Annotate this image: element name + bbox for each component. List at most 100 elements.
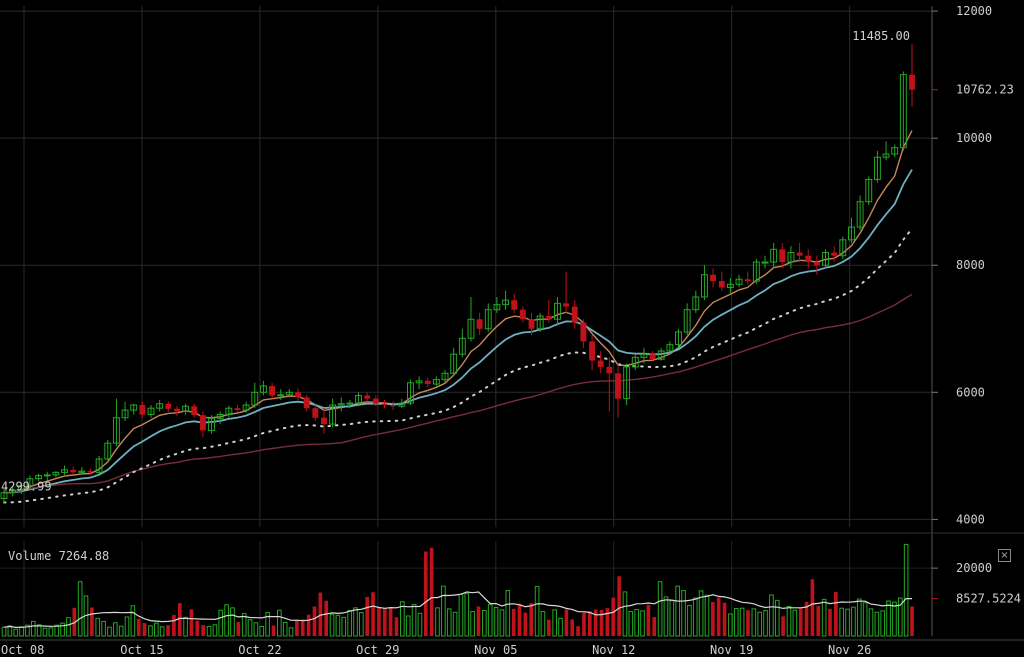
volume-bar [417,612,423,637]
volume-bar [371,592,375,636]
candle-body [580,322,587,342]
volume-bar [324,600,329,636]
volume-value: 7264.88 [58,549,110,563]
volume-bar [25,624,30,637]
candle [831,246,838,263]
candle [787,246,795,269]
candle [225,405,233,418]
candle [139,401,146,418]
volume-bar [183,616,188,637]
volume-bar [206,626,212,637]
volume-bar [72,607,77,636]
candle [432,376,440,386]
volume-bar [458,593,464,637]
candle [191,403,198,418]
candle-body [35,475,43,480]
volume-bar [692,597,698,637]
volume-bar [798,607,803,636]
volume-bar [429,547,434,636]
candle [0,488,8,504]
volume-bar [511,608,516,636]
volume-bar [446,608,452,637]
volume-bar [236,622,241,636]
candle [744,271,751,285]
volume-bar [77,581,83,637]
candle [735,274,743,288]
volume-average-label: 8527.5224 [956,592,1021,606]
candle [615,363,621,418]
volume-bar [816,605,821,636]
candle-body [839,239,847,257]
candle-body [692,296,700,311]
candle [476,312,483,336]
volume-bar [464,593,470,637]
volume-bar [405,615,411,637]
volume-bar [54,624,60,637]
candle-body [70,469,77,473]
candle-body [528,319,535,329]
volume-bar [189,609,194,636]
candle-body [666,344,674,352]
candle [909,43,915,107]
candle-body [606,366,613,374]
candle-body [0,492,8,499]
candle [726,277,734,294]
candle [346,399,354,409]
volume-bar [558,617,563,637]
candle-body [364,395,371,399]
volume-bar [90,607,94,636]
volume-bar [265,612,270,637]
candle-body [346,402,354,405]
candle-body [398,402,406,407]
volume-bar [874,611,880,637]
volume-bar [148,625,153,637]
candle-body [61,469,68,473]
candle [718,271,725,291]
volume-bar [781,616,785,636]
last-price-label: 10762.23 [956,83,1014,97]
candle-body [899,74,907,149]
volume-bar [622,591,628,637]
volume-bar [212,624,218,637]
volume-bar [166,625,170,636]
volume-bar [60,622,65,637]
volume-bar [505,590,511,637]
candle [813,255,820,275]
volume-bar [435,607,440,637]
volume-bar [880,610,886,637]
candle [87,468,94,475]
volume-bar [224,604,229,637]
volume-bar [318,592,323,636]
candle [493,296,501,313]
price-tick-label: 4000 [956,512,985,526]
candle-body [571,306,578,323]
candle-body [295,392,301,398]
volume-bar [271,625,276,636]
ema-slow-line [3,293,913,494]
volume-bar [359,612,364,637]
candle [259,380,267,396]
volume-bars [1,543,914,637]
volume-bar [388,607,393,636]
volume-bar [493,607,499,637]
candle-body [329,404,337,425]
candle [17,482,25,494]
candle [78,467,86,475]
candle [312,405,319,421]
volume-bar [617,576,621,636]
candle-body [406,382,414,404]
close-icon[interactable]: × [998,549,1011,562]
volume-bar [886,600,891,637]
candle-body [675,331,682,346]
volume-bar [253,622,259,637]
volume-bar [910,606,914,636]
volume-bar [611,597,616,636]
candle-body [424,380,431,385]
candle-body [683,309,691,333]
candle-body [199,415,206,431]
candle-body [52,471,60,476]
candle-body [796,252,803,256]
volume-bar [247,619,253,637]
candle [216,411,224,425]
